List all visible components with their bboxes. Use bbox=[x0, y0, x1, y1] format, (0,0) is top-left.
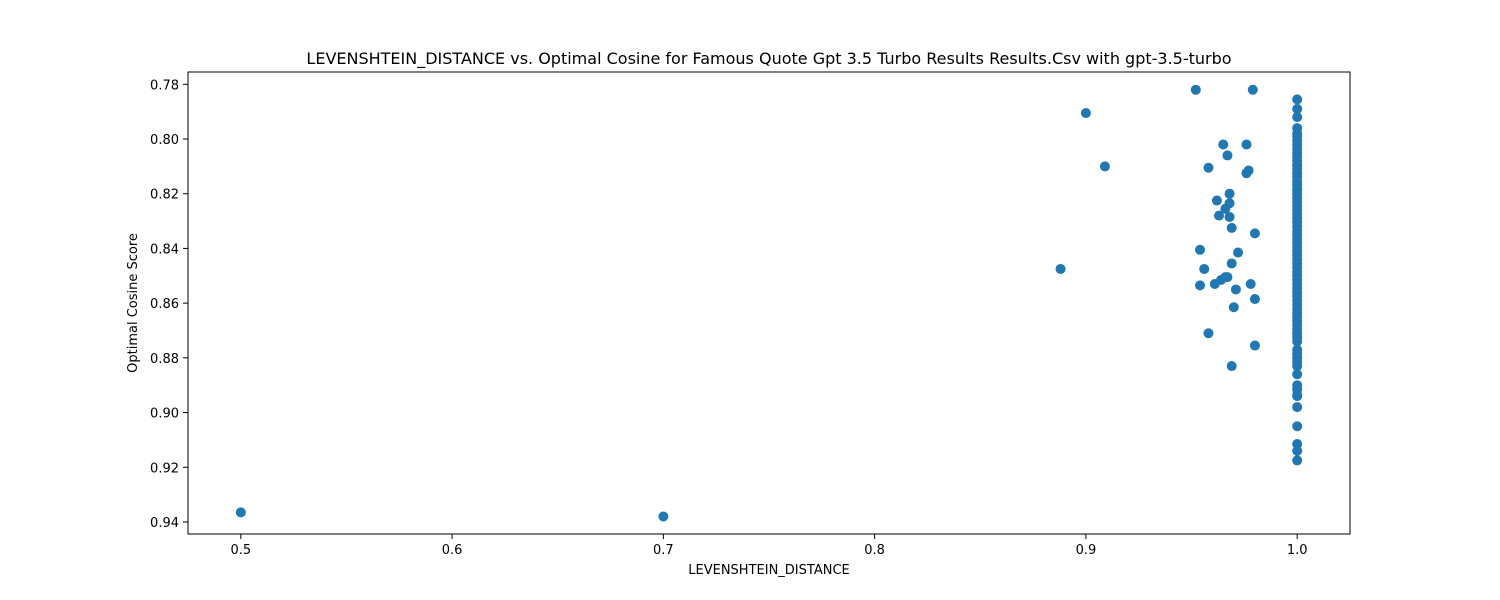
x-tick-label: 0.5 bbox=[230, 543, 251, 558]
scatter-point bbox=[1292, 274, 1303, 285]
scatter-point bbox=[1292, 315, 1303, 326]
scatter-point bbox=[1292, 369, 1303, 380]
scatter-point bbox=[1099, 161, 1110, 172]
scatter-point bbox=[1222, 150, 1233, 161]
scatter-point bbox=[1230, 284, 1241, 295]
scatter-point bbox=[1292, 94, 1303, 105]
scatter-point bbox=[1292, 143, 1303, 154]
scatter-point bbox=[1195, 244, 1205, 255]
plot-area bbox=[235, 84, 1303, 522]
x-axis: 0.5 0.6 0.7 0.8 0.9 1.0 bbox=[230, 534, 1308, 558]
scatter-point bbox=[1292, 250, 1303, 261]
scatter-point bbox=[1233, 247, 1244, 258]
scatter-point bbox=[1292, 332, 1303, 343]
scatter-point bbox=[1292, 324, 1303, 335]
chart-title: LEVENSHTEIN_DISTANCE vs. Optimal Cosine … bbox=[306, 49, 1231, 69]
scatter-point bbox=[1195, 280, 1205, 291]
scatter-point bbox=[1211, 195, 1222, 206]
scatter-point bbox=[1292, 151, 1303, 162]
x-tick-label: 0.8 bbox=[864, 543, 885, 558]
y-tick-label: 0.78 bbox=[150, 78, 179, 93]
scatter-point bbox=[1292, 160, 1303, 170]
scatter-point bbox=[1292, 225, 1303, 236]
x-axis-label: LEVENSHTEIN_DISTANCE bbox=[688, 563, 849, 578]
scatter-point bbox=[1245, 278, 1256, 289]
scatter-point bbox=[1292, 168, 1303, 179]
scatter-point bbox=[1292, 258, 1303, 269]
scatter-point bbox=[1292, 348, 1303, 359]
scatter-point bbox=[1292, 201, 1303, 212]
scatter-point bbox=[1241, 139, 1252, 150]
y-tick-label: 0.88 bbox=[150, 352, 179, 367]
scatter-point bbox=[1226, 222, 1237, 233]
scatter-point bbox=[1292, 192, 1303, 203]
scatter-point bbox=[1292, 217, 1303, 228]
y-axis-label: Optimal Cosine Score bbox=[126, 233, 141, 373]
x-tick-label: 0.6 bbox=[442, 543, 463, 558]
y-tick-label: 0.80 bbox=[150, 133, 179, 148]
y-tick-label: 0.92 bbox=[150, 461, 179, 476]
scatter-point bbox=[1224, 198, 1235, 209]
scatter-point bbox=[1292, 176, 1303, 187]
x-tick-label: 0.9 bbox=[1076, 543, 1097, 558]
scatter-point bbox=[1224, 211, 1235, 222]
y-tick-label: 0.86 bbox=[150, 297, 179, 312]
plot-frame bbox=[187, 71, 1351, 535]
scatter-point bbox=[1292, 266, 1303, 277]
scatter-point bbox=[1249, 340, 1260, 351]
x-tick-label: 1.0 bbox=[1287, 543, 1308, 558]
scatter-point bbox=[1226, 258, 1237, 269]
y-tick-label: 0.90 bbox=[150, 407, 179, 422]
scatter-point bbox=[1222, 272, 1233, 283]
scatter-point bbox=[1080, 108, 1091, 119]
scatter-point bbox=[1228, 302, 1239, 313]
scatter-point bbox=[1292, 445, 1303, 456]
y-tick-label: 0.94 bbox=[150, 516, 179, 531]
x-tick-label: 0.7 bbox=[653, 543, 674, 558]
scatter-point bbox=[1292, 103, 1303, 114]
scatter-point bbox=[1249, 228, 1260, 239]
scatter-point bbox=[1224, 188, 1235, 199]
y-tick-label: 0.84 bbox=[150, 242, 179, 257]
scatter-point bbox=[1199, 263, 1210, 274]
scatter-point bbox=[1292, 307, 1303, 318]
scatter-point bbox=[1292, 299, 1303, 310]
scatter-point bbox=[1292, 455, 1303, 466]
scatter-point bbox=[1190, 84, 1201, 95]
scatter-point bbox=[1292, 402, 1303, 413]
scatter-point bbox=[1292, 421, 1303, 432]
scatter-point bbox=[1292, 209, 1303, 220]
scatter-point bbox=[1055, 263, 1066, 274]
scatter-point bbox=[1218, 139, 1229, 150]
scatter-point bbox=[1214, 210, 1225, 221]
scatter-point bbox=[1292, 439, 1303, 450]
scatter-point bbox=[1226, 361, 1237, 372]
scatter-point bbox=[1292, 283, 1303, 294]
scatter-point bbox=[1292, 112, 1303, 123]
scatter-point bbox=[235, 507, 246, 518]
scatter-point bbox=[1292, 291, 1303, 302]
scatter-point bbox=[1247, 84, 1258, 95]
scatter-point bbox=[1243, 165, 1254, 176]
scatter-point bbox=[1292, 242, 1303, 253]
scatter-point bbox=[1203, 328, 1214, 339]
scatter-point bbox=[1203, 162, 1214, 173]
scatter-point bbox=[658, 511, 669, 522]
y-axis: 0.78 0.80 0.82 0.84 0.86 0.88 0.90 0.92 0.94 bbox=[150, 78, 188, 531]
scatter-point bbox=[1292, 356, 1303, 367]
scatter-point bbox=[1292, 233, 1303, 244]
scatter-point bbox=[1292, 389, 1303, 400]
scatter-point bbox=[1292, 184, 1303, 195]
scatter-point bbox=[1249, 294, 1260, 305]
y-tick-label: 0.82 bbox=[150, 188, 179, 203]
scatter-point bbox=[1292, 135, 1303, 146]
